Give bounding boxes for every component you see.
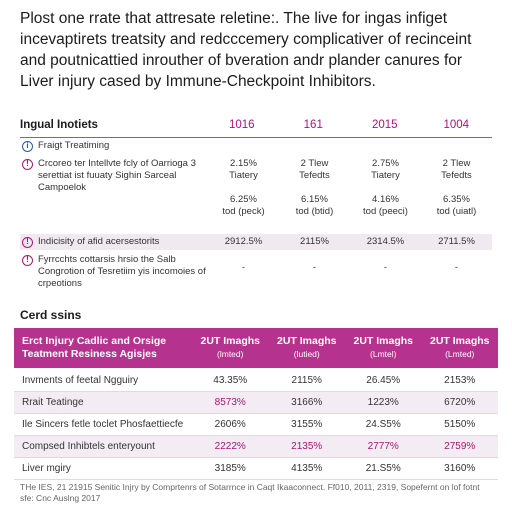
table-row: ! Indicisity of afid acersestorits 2912.…	[20, 234, 492, 250]
table-row: Invments of feetal Ngguiry 43.35% 2115% …	[14, 370, 498, 392]
table1-header-col: 1016	[228, 118, 255, 131]
page-title: Plost one rrate that attresate reletine:…	[20, 10, 472, 90]
row-label: ! Crcoreo ter Intellvte fcly of Oarrioga…	[20, 158, 208, 230]
row-label: Compsed Inhibtels enteryount	[22, 441, 155, 452]
table-cell: -	[454, 262, 459, 273]
table-row: i Fraigt Treatiming	[20, 140, 492, 156]
table2-header-col: 2UT Imaghs (Lmted)	[429, 335, 490, 359]
table1-header: Ingual Inotiets 1016 161 2015 1004	[20, 112, 492, 138]
table-cell: 2 Tlew Tefedts 6.35% tod (uiatl)	[436, 158, 477, 217]
table-cell: 24.S5%	[365, 419, 401, 430]
table-cell: 2.15% Tiatery 6.25% tod (peck)	[222, 158, 265, 217]
table-cell: 2912.5%	[224, 236, 263, 247]
alert-icon: !	[22, 159, 33, 170]
alert-icon: !	[22, 237, 33, 248]
table-cell: 2115%	[300, 236, 329, 247]
row-label: Invments of feetal Ngguiry	[22, 375, 139, 386]
table2-header-col: 2UT Imaghs (lutied)	[276, 335, 337, 359]
table-cell: 2222%	[214, 441, 246, 452]
table-cell: 3160%	[444, 463, 476, 474]
info-icon: i	[22, 141, 33, 152]
table2-header-col: 2UT Imaghs (Lmtel)	[353, 335, 413, 359]
table2-header-label: Erct Injury Cadlic and Orsige Teatment R…	[22, 335, 167, 360]
table-row: ! Fyrrcchts cottarsis hrsio the Salb Con…	[20, 254, 492, 298]
table-cell: -	[312, 262, 317, 273]
table-cell: 2135%	[291, 441, 323, 452]
row-label: Ile Sincers fetle toclet Phosfaettiecfe	[22, 419, 184, 430]
row-label: Liver mgiry	[22, 463, 71, 474]
table1-header-col: 2015	[371, 118, 398, 131]
alert-icon: !	[22, 255, 33, 266]
row-label: ! Fyrrcchts cottarsis hrsio the Salb Con…	[20, 254, 208, 298]
table-cell: 2314.5%	[366, 236, 405, 247]
table1-header-label: Ingual Inotiets	[20, 118, 98, 131]
table-cell: 2 Tlew Tefedts 6.15% tod (btid)	[295, 158, 334, 217]
footnote: THe IES, 21 21915 Senitic Injry by Compr…	[20, 482, 480, 503]
table-cell: 2606%	[214, 419, 246, 430]
row-label: i Fraigt Treatiming	[20, 140, 208, 156]
row-label: Rrait Teatinge	[22, 397, 84, 408]
table-cell: 3185%	[214, 463, 246, 474]
table2-header: Erct Injury Cadlic and Orsige Teatment R…	[14, 328, 498, 368]
table1-header-col: 161	[303, 118, 323, 131]
table-cell: 21.S5%	[365, 463, 401, 474]
table-cell: 26.45%	[366, 375, 401, 386]
table-cell: 8573%	[214, 397, 246, 408]
table-row: ! Crcoreo ter Intellvte fcly of Oarrioga…	[20, 158, 492, 230]
table-cell: 2711.5%	[438, 236, 475, 247]
row-label: ! Indicisity of afid acersestorits	[20, 236, 208, 248]
table-cell: 2777%	[367, 441, 399, 452]
table-cell: 2153%	[444, 375, 476, 386]
table-cell: 43.35%	[213, 375, 248, 386]
table-cell: 1223%	[367, 397, 399, 408]
table-cell: -	[383, 262, 388, 273]
table-row: Compsed Inhibtels enteryount 2222% 2135%…	[14, 436, 498, 458]
table-cell: 4135%	[291, 463, 323, 474]
table1-header-col: 1004	[443, 118, 470, 131]
table-cell: 6720%	[444, 397, 476, 408]
table-cell: 2759%	[444, 441, 476, 452]
table-row: Rrait Teatinge 8573% 3166% 1223% 6720%	[14, 392, 498, 414]
section-title: Cerd ssins	[20, 308, 82, 322]
table-cell: 2.75% Tiatery 4.16% tod (peeci)	[363, 158, 408, 217]
table-cell: 3155%	[291, 419, 323, 430]
table2-header-col: 2UT Imaghs (lmted)	[200, 335, 260, 359]
table-cell: 2115%	[291, 375, 322, 386]
table-cell: -	[241, 262, 246, 273]
table-cell: 3166%	[291, 397, 323, 408]
table-cell: 5150%	[444, 419, 476, 430]
table-row: Liver mgiry 3185% 4135% 21.S5% 3160%	[14, 458, 498, 480]
table-row: Ile Sincers fetle toclet Phosfaettiecfe …	[14, 414, 498, 436]
